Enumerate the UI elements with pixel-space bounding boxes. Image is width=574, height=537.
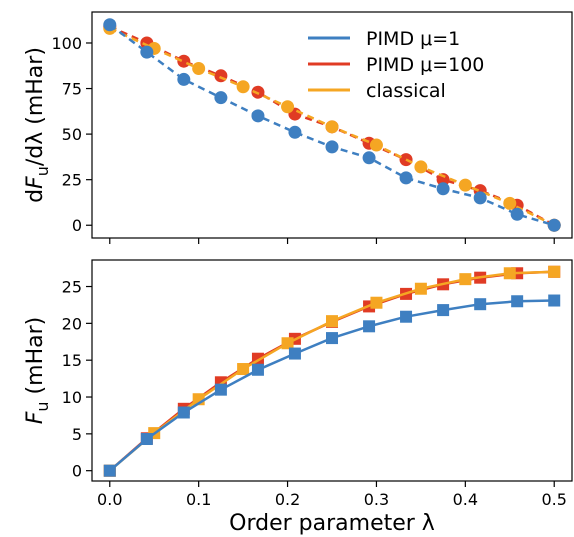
data-point: [214, 91, 228, 105]
data-point: [251, 363, 264, 376]
data-point: [436, 182, 450, 196]
data-point: [503, 196, 517, 210]
y-tick-label: 0: [72, 216, 82, 235]
data-point: [437, 304, 450, 317]
data-point: [362, 151, 376, 165]
data-point: [369, 138, 383, 152]
data-point: [140, 45, 154, 59]
data-point: [177, 406, 190, 419]
data-point: [214, 383, 227, 396]
data-point: [399, 171, 413, 185]
legend: PIMD μ=1 PIMD μ=100 classical: [308, 28, 484, 102]
data-point: [251, 109, 265, 123]
data-point: [511, 295, 524, 308]
x-tick-label: 0.2: [275, 490, 300, 509]
x-tick-label: 0.4: [453, 490, 478, 509]
axes-frame: [91, 11, 573, 239]
y-tick-label: 15: [62, 351, 82, 370]
data-point: [473, 191, 487, 205]
data-point: [103, 464, 116, 477]
x-tick-label: 0.1: [186, 490, 211, 509]
data-point: [459, 273, 472, 286]
data-point: [547, 218, 561, 232]
data-point: [436, 173, 450, 187]
bottom-panel: 0.0 0.1 0.2 0.3 0.4 0.5 0 5 10 15 20 25 Fu (mHar) Ord…: [23, 259, 573, 536]
legend-entry: PIMD μ=1: [308, 28, 460, 50]
axes-frame: [91, 259, 573, 482]
data-point: [325, 120, 339, 134]
y-tick-label: 100: [51, 34, 82, 53]
y-tick-label: 10: [62, 388, 82, 407]
data-point: [140, 433, 153, 446]
data-point: [326, 332, 338, 345]
y-tick-label: 0: [72, 462, 82, 481]
y-axis-label: dFu/dλ (mHar): [23, 47, 52, 203]
legend-entry: classical: [308, 80, 446, 102]
data-point: [288, 347, 301, 360]
data-point: [236, 80, 250, 94]
data-point: [458, 178, 472, 192]
data-point: [414, 282, 427, 295]
legend-entry: PIMD μ=100: [308, 54, 484, 76]
legend-label: PIMD μ=100: [366, 54, 484, 76]
data-point: [510, 207, 524, 221]
data-point: [325, 140, 339, 154]
data-point: [177, 54, 191, 68]
data-point: [503, 267, 516, 280]
y-tick-label: 50: [62, 125, 82, 144]
data-point: [281, 337, 294, 350]
legend-label: PIMD μ=1: [366, 28, 460, 50]
series-top-2: [103, 18, 561, 232]
data-point: [548, 294, 561, 307]
y-tick-label: 20: [62, 314, 82, 333]
y-tick-label: 25: [62, 278, 82, 297]
data-point: [474, 298, 487, 311]
data-point: [237, 363, 250, 376]
x-tick-label: 0.5: [541, 490, 566, 509]
x-tick-label: 0.3: [364, 490, 389, 509]
data-point: [363, 320, 376, 333]
y-tick-label: 25: [62, 171, 82, 190]
series-bottom-2: [103, 294, 561, 477]
y-tick-label: 75: [62, 80, 82, 99]
y-axis-label: Fu (mHar): [23, 317, 52, 424]
y-tick-label: 5: [72, 425, 82, 444]
data-point: [400, 310, 413, 323]
data-point: [548, 265, 561, 278]
x-tick-label: 0.0: [97, 490, 122, 509]
x-axis-label: Order parameter λ: [229, 511, 435, 536]
data-point: [177, 72, 191, 86]
data-point: [370, 296, 383, 309]
data-point: [288, 125, 302, 139]
data-point: [326, 315, 338, 328]
data-point: [192, 62, 206, 75]
data-point: [414, 160, 428, 174]
data-point: [281, 100, 295, 114]
legend-label: classical: [366, 80, 446, 102]
data-point: [103, 18, 117, 32]
